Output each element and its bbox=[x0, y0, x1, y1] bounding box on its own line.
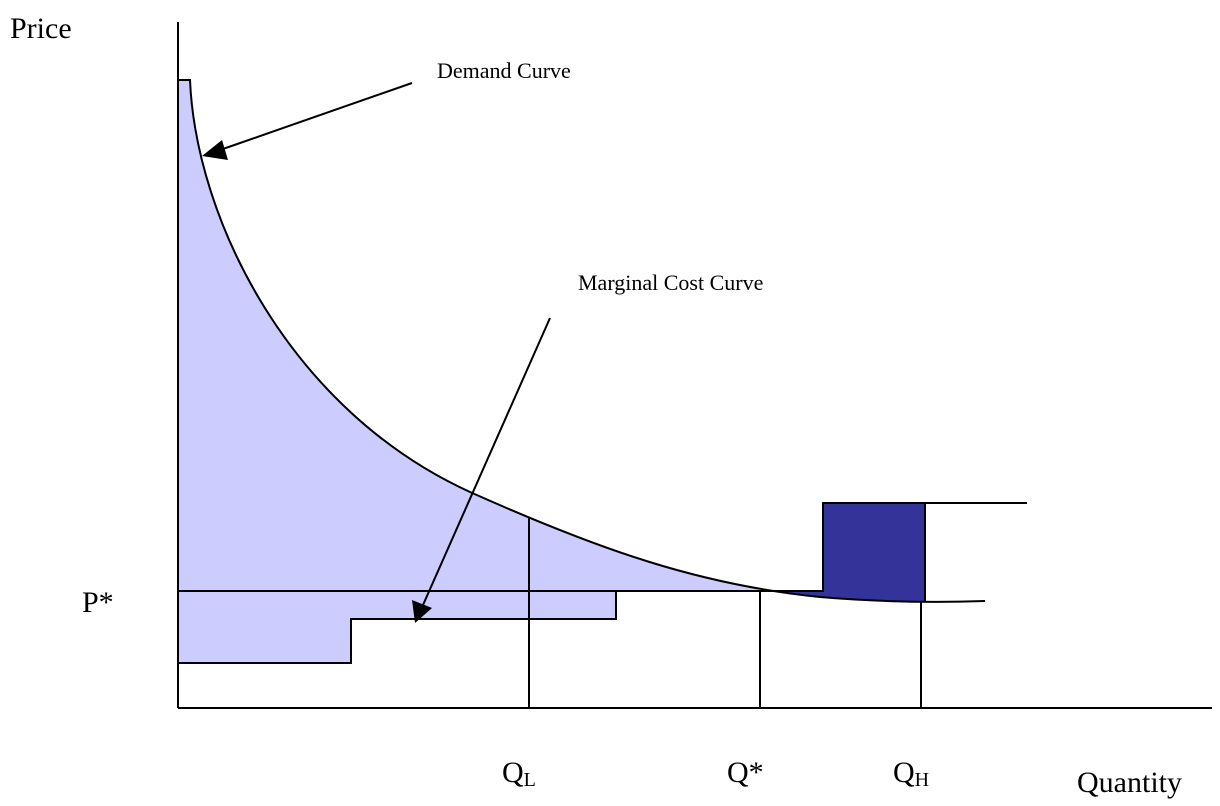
demand-curve bbox=[178, 79, 986, 603]
quantity-label: Quantity bbox=[1077, 766, 1182, 799]
q-l-sub: L bbox=[524, 769, 536, 791]
mc-arrowhead bbox=[412, 600, 432, 623]
mc-label: Marginal Cost Curve bbox=[578, 270, 763, 295]
q-h-label: QH bbox=[893, 756, 929, 791]
q-l-main: Q bbox=[502, 756, 524, 789]
demand-arrow bbox=[219, 82, 413, 151]
q-h-sub: H bbox=[915, 769, 929, 791]
mc-arrow bbox=[422, 317, 551, 606]
demand-arrowhead bbox=[202, 140, 228, 160]
q-h-main: Q bbox=[893, 756, 915, 789]
price-label: Price bbox=[10, 12, 72, 45]
demand-label: Demand Curve bbox=[437, 58, 571, 83]
surplus-area bbox=[178, 80, 760, 663]
marginal-cost-curve bbox=[178, 502, 1027, 664]
p-star-label: P* bbox=[82, 586, 114, 619]
q-l-label: QL bbox=[502, 756, 536, 791]
q-star-label: Q* bbox=[727, 756, 764, 789]
